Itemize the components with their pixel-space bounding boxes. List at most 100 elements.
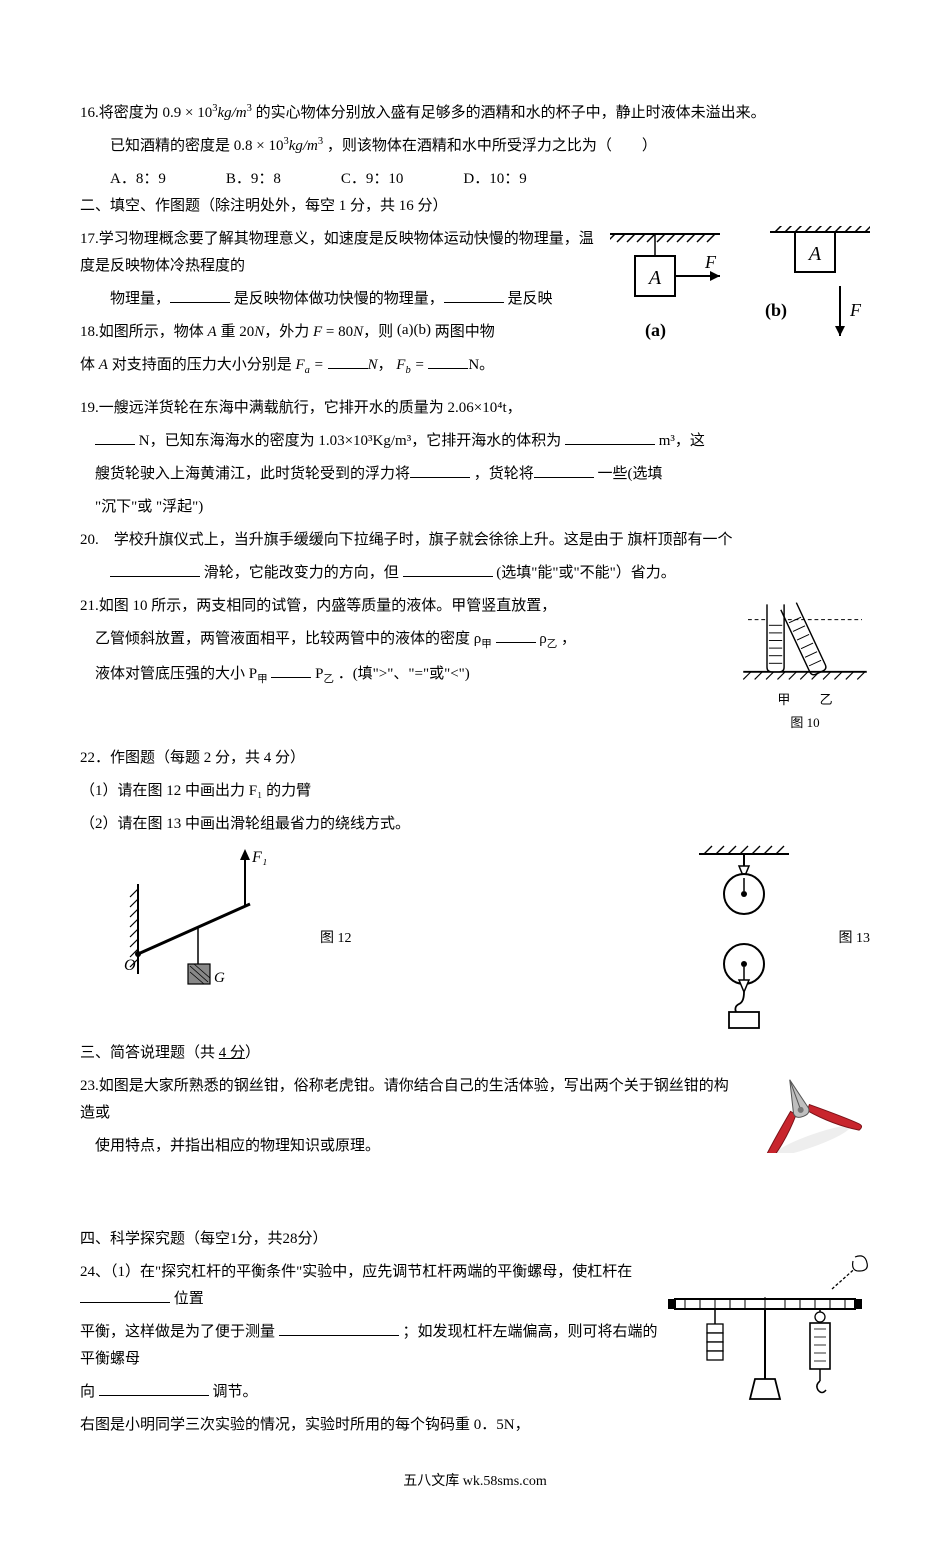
fig-tubes-caption: 图 10 [740,711,870,734]
q16-opt-a: A．8：9 [110,166,166,193]
lever-G: G [214,970,225,986]
q16-line2b: ，则该物体在酒精和水中所受浮力之比为（ ） [327,138,657,154]
q21-sub1b: 甲 [257,674,268,685]
figure-pulley [689,844,799,1034]
blank [95,429,135,445]
blank [170,287,230,303]
q24-l2a: 平衡，这样做是为了便于测量 [80,1324,275,1340]
fig-tube-jia: 甲 [777,692,790,707]
q19-l2b: m³，这 [659,433,705,449]
q24-l1a: 24、（1）在"探究杠杆的平衡条件"实验中，应先调节杠杆两端的平衡螺母，使杠杆在 [80,1264,632,1280]
figure-balance [660,1249,870,1409]
q19-l3c: 一些(选填 [598,466,663,482]
q19-l2a: N，已知东海海水的密度为 1.03×10³Kg/m³，它排开海水的体积为 [139,433,561,449]
q16-opt-c: C．9：10 [341,166,404,193]
lever-O: O [124,957,136,974]
blank [444,287,504,303]
q21-sub2b: 乙 [323,674,334,685]
q18-l2: 体 A 对支持面的压力大小分别是 Fa = N， Fb = N。 [80,352,870,381]
blank [271,662,311,678]
q18-b: 两图中物 [435,324,495,340]
q21-l3c: ．(填">"、"="或"<") [338,666,470,682]
q17-l2c: 是反映 [508,291,553,307]
q24-l3a: 向 [80,1384,95,1400]
q18-a: 18.如图所示，物体 A 重 20N，外力 F = 80N，则 [80,324,393,340]
q21-sub1: 甲 [481,639,492,650]
q24-l4: 右图是小明同学三次实验的情况，实验时所用的每个钩码重 0．5N， [80,1412,870,1439]
q22-s1: （1）请在图 12 中画出力 F₁ 的力臂 [80,778,870,805]
blank [99,1380,209,1396]
blank [328,353,368,369]
q16-rho2: 0.8 × 103kg/m3 [234,138,323,154]
figure-lever: O F₁ G [120,844,280,994]
q18-ab: (a)(b) [397,322,431,338]
fig-b-box-label: A [807,243,822,265]
fig-a-box-label: A [647,267,662,289]
figure-ab: A F (a) A F (b) [610,226,870,356]
q19-l1: 19.一艘远洋货轮在东海中满载航行，它排开水的质量为 2.06×10⁴t， [80,395,870,422]
q16: 16.将密度为 0.9 × 103kg/m3 的实心物体分别放入盛有足够多的酒精… [80,100,870,127]
fig-tubes-labels: 甲 乙 [740,688,870,711]
q19-l2: N，已知东海海水的密度为 1.03×10³Kg/m³，它排开海水的体积为 m³，… [80,428,870,455]
figure-tubes-svg [740,593,870,688]
q17-l2a: 物理量， [110,291,170,307]
blank [80,1287,170,1303]
figure-lever-svg: O F₁ G [120,844,280,994]
q22-s2: （2）请在图 13 中画出滑轮组最省力的绕线方式。 [80,811,870,838]
fig-b-F: F [849,300,862,320]
q19-l3b: ，货轮将 [474,466,534,482]
blank [565,429,655,445]
section-2-heading: 二、填空、作图题（除注明处外，每空 1 分，共 16 分） [80,193,870,220]
blank [410,462,470,478]
q16-stem-a: 16.将密度为 [80,105,159,121]
q20-l2: 滑轮，它能改变力的方向，但 (选填"能"或"不能"）省力。 [80,560,870,587]
fig13-caption: 图 13 [839,926,871,951]
fig-tube-yi: 乙 [820,692,833,707]
q18-l2c: N。 [468,357,494,373]
q21-l3a: 液体对管底压强的大小 P [95,666,257,682]
q16-rho1: 0.9 × 103kg/m3 [163,105,252,121]
q19-l3: 艘货轮驶入上海黄浦江，此时货轮受到的浮力将 ，货轮将 一些(选填 [80,461,870,488]
blank [534,462,594,478]
figure-pliers [730,1063,870,1153]
q17-l2b: 是反映物体做功快慢的物理量， [234,291,444,307]
blank [496,627,536,643]
figure-tubes: 甲 乙 图 10 [740,593,870,735]
q18-Fb: Fb = [396,357,424,373]
balance-svg [660,1249,870,1409]
q16-line2: 已知酒精的密度是 0.8 × 103kg/m3 ，则该物体在酒精和水中所受浮力之… [80,133,870,160]
page-footer: 五八文库 wk.58sms.com [80,1469,870,1494]
q21-l2b: ρ [539,631,547,647]
q24-l3b: 调节。 [213,1384,258,1400]
q16-options: A．8：9 B．9：8 C．9：10 D．10：9 [80,166,870,193]
fig-b-label: (b) [765,300,787,321]
figure-row: O F₁ G 图 12 [120,844,870,1034]
q18-Fa: Fa = [295,357,323,373]
q21-l2a: 乙管倾斜放置，两管液面相平，比较两管中的液体的密度 ρ [95,631,481,647]
q20-l1: 20. 学校升旗仪式上，当升旗手缓缓向下拉绳子时，旗子就会徐徐上升。这是由于 旗… [80,527,870,554]
q16-opt-d: D．10：9 [463,166,526,193]
fig12-caption: 图 12 [320,926,352,951]
q18-l2a: 体 A 对支持面的压力大小分别是 [80,357,295,373]
q19-l4: "沉下"或 "浮起") [80,494,870,521]
q16-stem-b: 的实心物体分别放入盛有足够多的酒精和水的杯子中，静止时液体未溢出来。 [256,105,766,121]
figure-pulley-svg [689,844,799,1034]
blank [403,561,493,577]
weights-left [707,1324,723,1360]
q21-sub2: 乙 [547,639,558,650]
figure-ab-svg: A F (a) A F (b) [610,226,870,356]
pliers-svg [730,1063,870,1153]
fig-a-F: F [704,252,717,272]
q21-l2c: ， [561,631,576,647]
q20-l2a: 滑轮，它能改变力的方向，但 [204,565,399,581]
q16-opt-b: B．9：8 [226,166,281,193]
q24-l1b: 位置 [174,1291,204,1307]
blank [428,353,468,369]
q22-head: 22．作图题（每题 2 分，共 4 分） [80,745,870,772]
q16-line2a: 已知酒精的密度是 [110,138,230,154]
q20-l2b: (选填"能"或"不能"）省力。 [496,565,676,581]
fig-a-label: (a) [645,320,666,341]
blank [110,561,200,577]
blank [279,1320,399,1336]
q19-l3a: 艘货轮驶入上海黄浦江，此时货轮受到的浮力将 [95,466,410,482]
